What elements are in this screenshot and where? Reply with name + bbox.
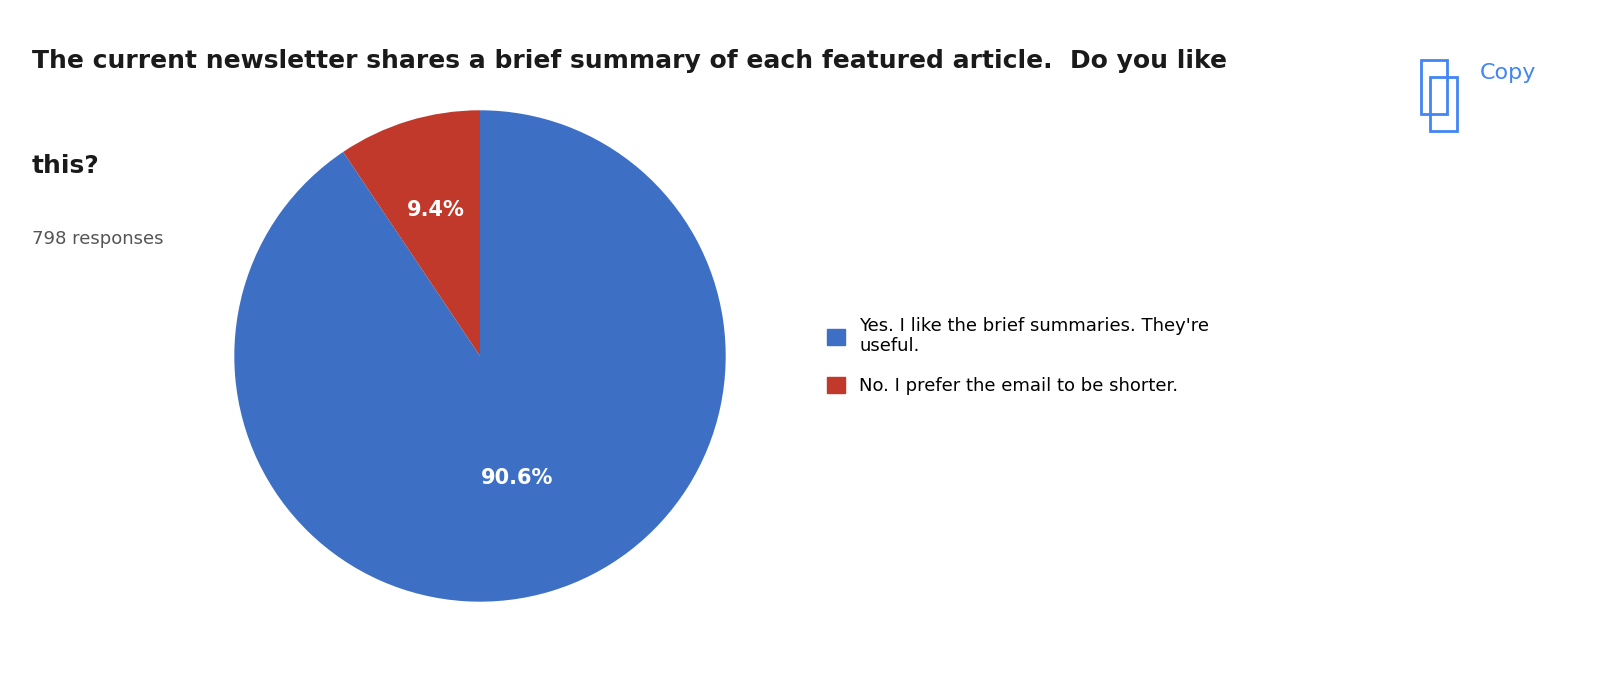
Text: this?: this?	[32, 154, 99, 177]
Text: 90.6%: 90.6%	[482, 468, 554, 488]
Text: The current newsletter shares a brief summary of each featured article.  Do you : The current newsletter shares a brief su…	[32, 49, 1227, 73]
Wedge shape	[342, 110, 480, 356]
Text: 9.4%: 9.4%	[406, 200, 464, 221]
Wedge shape	[234, 110, 726, 602]
Text: Copy: Copy	[1480, 63, 1536, 83]
Text: 798 responses: 798 responses	[32, 230, 163, 248]
Legend: Yes. I like the brief summaries. They're
useful., No. I prefer the email to be s: Yes. I like the brief summaries. They're…	[827, 317, 1210, 395]
